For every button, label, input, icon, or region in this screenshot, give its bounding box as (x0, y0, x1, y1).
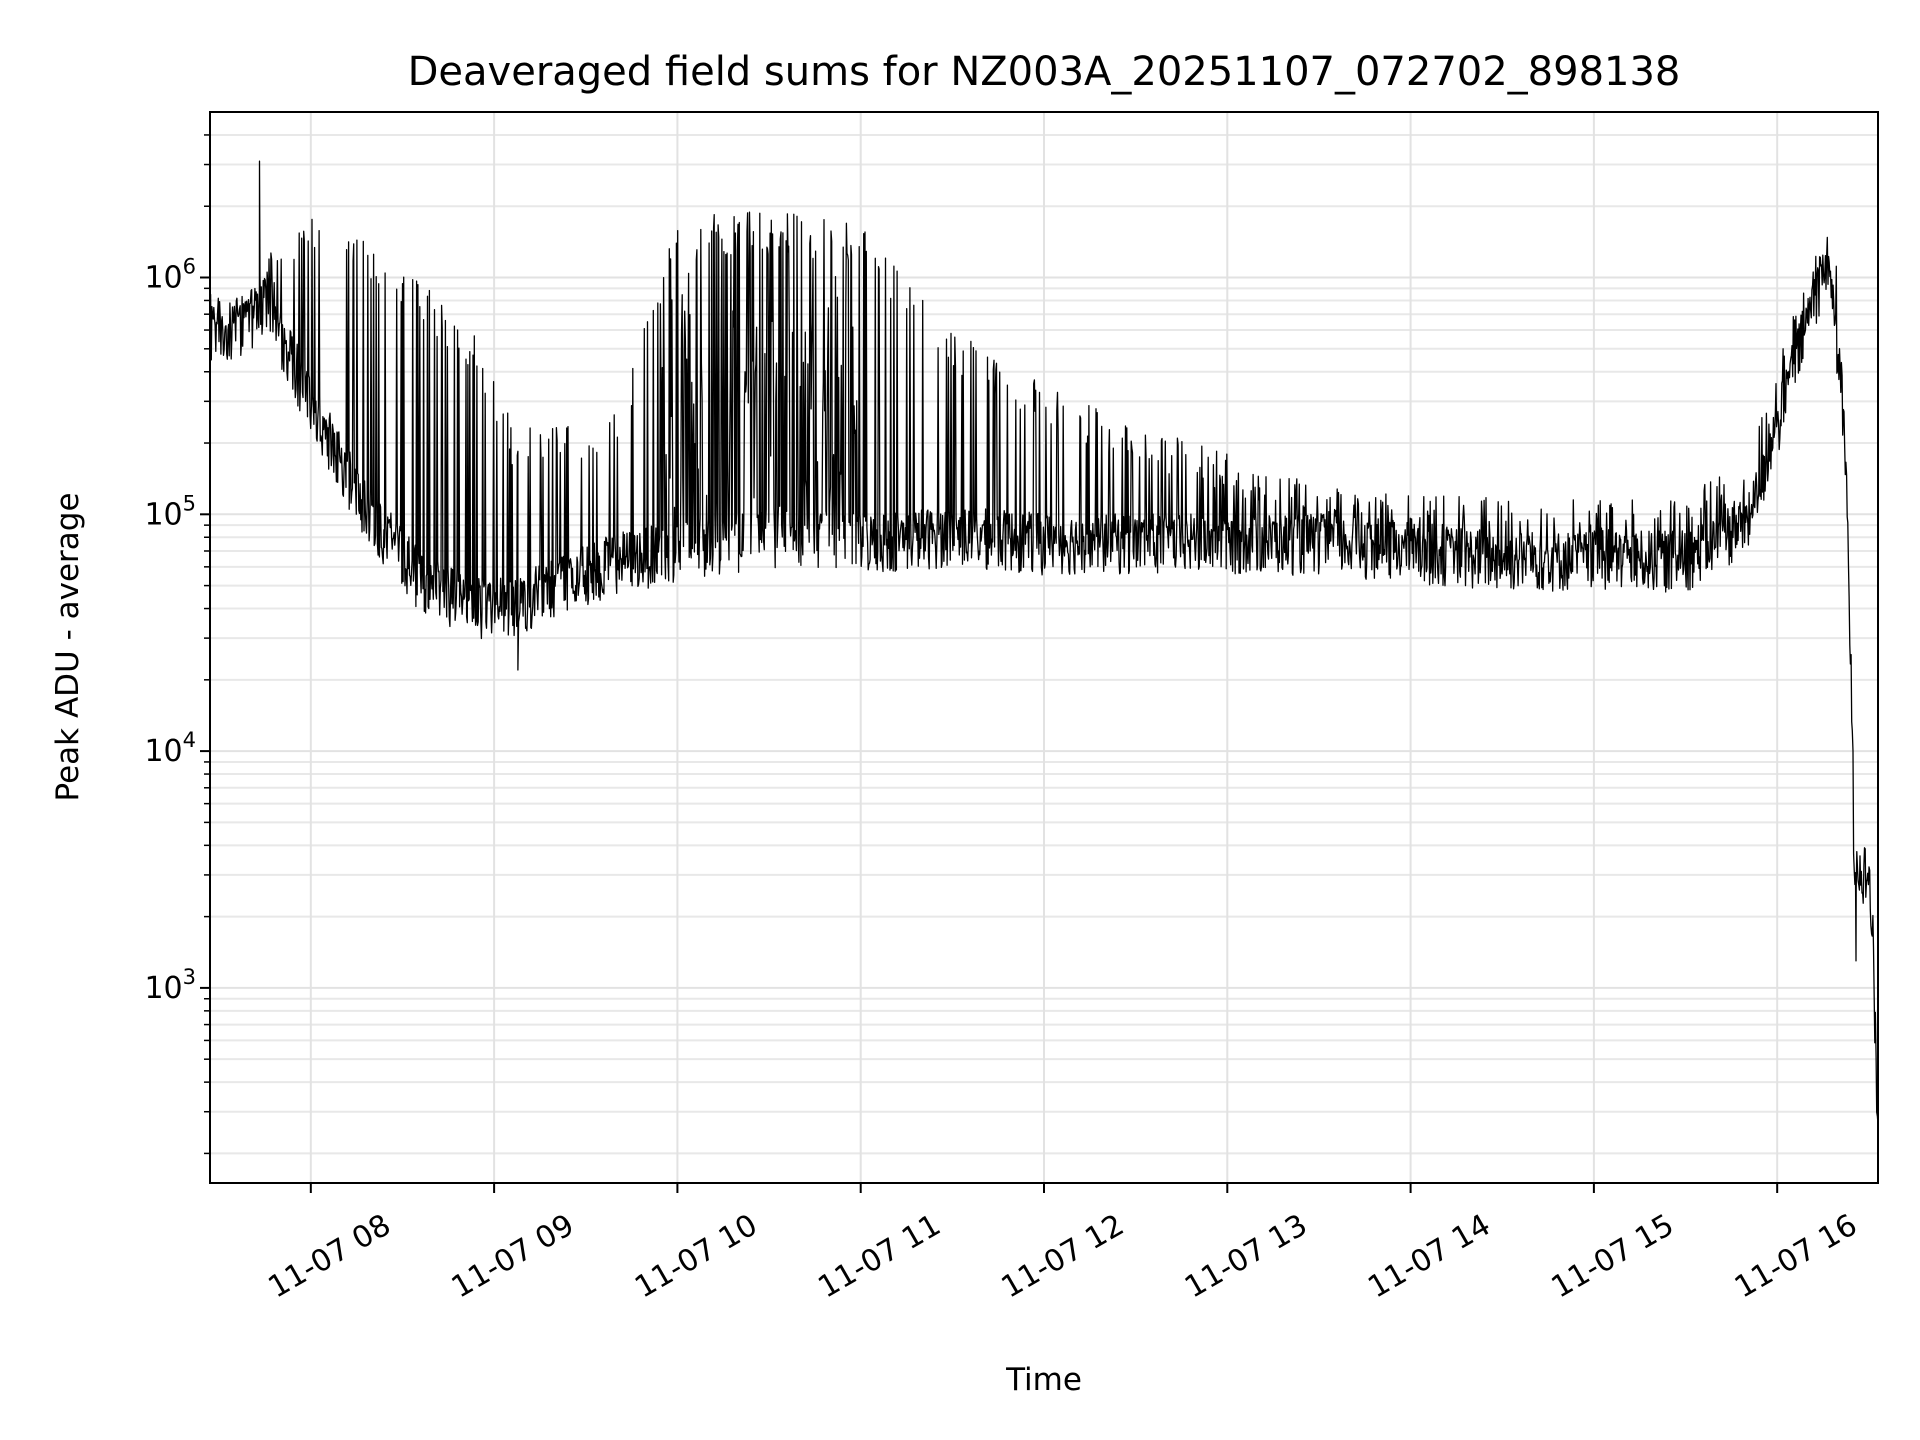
y-tick-label: 103 (144, 965, 196, 1006)
y-tick-label: 104 (144, 728, 196, 769)
chart-title: Deaveraged field sums for NZ003A_2025110… (408, 49, 1681, 95)
y-axis-title: Peak ADU - average (50, 492, 86, 801)
y-axis: 103 104 105 106 (144, 134, 210, 1155)
series-layer (209, 160, 1879, 1125)
x-axis-title: Time (1005, 1362, 1082, 1398)
series-line (209, 160, 1879, 1125)
y-tick-label: 106 (144, 255, 196, 296)
y-tick-label: 105 (144, 491, 196, 532)
